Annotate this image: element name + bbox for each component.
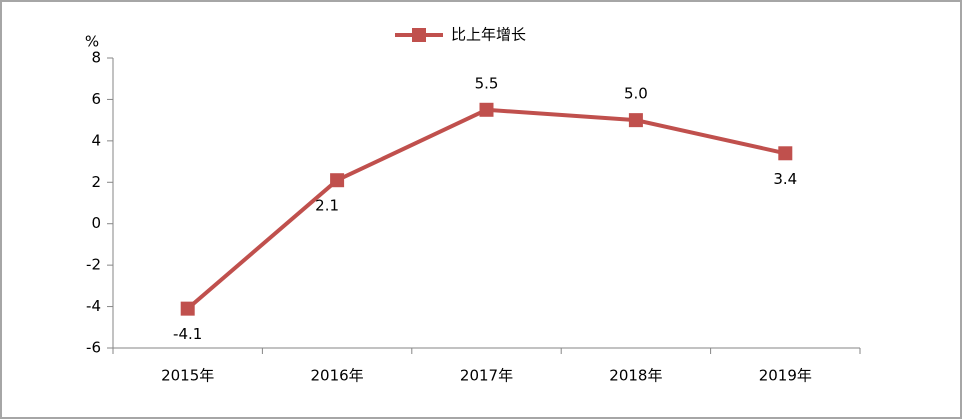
marker [330,173,345,188]
y-tick-label: 2 [91,173,101,191]
data-label: -4.1 [173,325,202,343]
data-label: 2.1 [315,197,339,215]
y-unit: % [85,33,99,51]
y-tick-label: 0 [91,214,101,232]
x-tick-label: 2015年 [161,367,214,385]
x-tick-label: 2019年 [759,367,812,385]
x-tick-label: 2016年 [311,367,364,385]
legend-label: 比上年增长 [451,26,526,44]
data-label: 5.5 [475,74,499,92]
marker [180,301,195,316]
marker [628,113,643,128]
data-label: 5.0 [624,85,648,103]
y-tick-label: 6 [91,90,101,108]
y-tick-label: 8 [91,49,101,67]
y-tick-label: -2 [86,256,101,274]
y-tick-label: -6 [86,339,101,357]
x-tick-label: 2018年 [609,367,662,385]
data-label: 3.4 [773,170,797,188]
x-tick-label: 2017年 [460,367,513,385]
y-tick-label: 4 [91,131,101,149]
legend-marker [412,28,426,42]
y-tick-label: -4 [86,297,101,315]
marker [479,102,494,117]
marker [778,146,793,161]
